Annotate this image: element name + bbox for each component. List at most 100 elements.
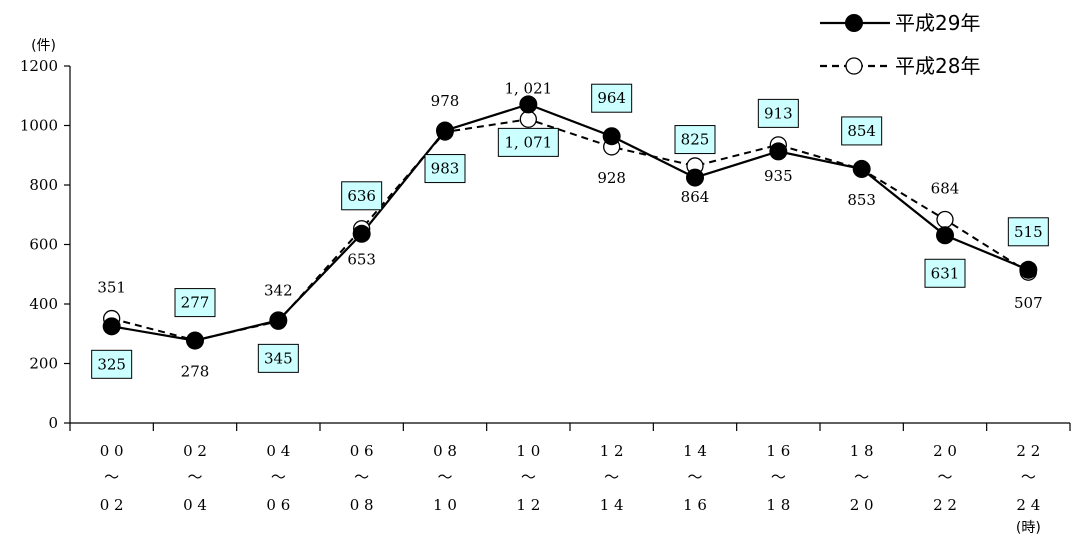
x-tick-label-start: 0 6 — [350, 442, 374, 460]
data-label-series-0: 983 — [424, 154, 466, 184]
y-axis-unit: (件) — [31, 38, 56, 54]
data-label-text: 964 — [597, 89, 626, 107]
data-label-series-0: 631 — [924, 258, 966, 288]
x-tick-label-separator: ～ — [771, 468, 786, 486]
x-tick-label-end: 0 8 — [350, 496, 374, 514]
x-tick-label-end: 2 0 — [850, 496, 874, 514]
x-tick-label-start: 2 2 — [1016, 442, 1040, 460]
x-tick-label-end: 1 6 — [683, 496, 707, 514]
point-series-0 — [352, 224, 371, 243]
data-label-box — [674, 125, 716, 155]
data-label-series-0: 345 — [257, 343, 299, 373]
x-tick-label-separator: ～ — [437, 468, 452, 486]
series-line-1 — [111, 118, 1029, 342]
x-tick-label-start: 1 8 — [850, 442, 874, 460]
data-label-text: 345 — [264, 349, 293, 367]
data-label-text: 277 — [181, 294, 210, 312]
data-label-text: 515 — [1014, 223, 1043, 241]
y-tick-label: 1000 — [20, 117, 58, 135]
point-series-0 — [519, 95, 538, 114]
data-label-box — [757, 98, 799, 128]
point-series-0 — [852, 159, 871, 178]
data-label-text: 325 — [97, 355, 126, 373]
point-series-0 — [102, 317, 121, 336]
point-series-0 — [1019, 260, 1038, 279]
x-tick-label-start: 1 4 — [683, 442, 707, 460]
data-label-series-0: 325 — [91, 349, 133, 379]
legend-marker-1 — [845, 57, 863, 75]
data-label-series-1: 1, 021 — [504, 79, 552, 97]
axes: 0 200 400 600 800 1000 1200 (件) — [20, 38, 1071, 432]
x-tick-label-separator: ～ — [354, 468, 369, 486]
x-tick-label-start: 0 4 — [266, 442, 290, 460]
data-label-series-0: 515 — [1007, 217, 1049, 247]
data-label-text: 1, 071 — [504, 133, 552, 151]
x-tick-label-end: 1 4 — [600, 496, 624, 514]
x-tick-label-separator: ～ — [604, 468, 619, 486]
x-tick-label-end: 1 8 — [766, 496, 790, 514]
y-tick-label: 400 — [29, 295, 58, 313]
series-lines — [111, 103, 1029, 342]
x-tick-label-start: 0 8 — [433, 442, 457, 460]
data-label-box — [841, 116, 883, 146]
y-tick-label: 200 — [29, 355, 58, 373]
data-label-series-0: 825 — [674, 125, 716, 155]
x-tick-label-separator: ～ — [187, 468, 202, 486]
data-label-series-1: 853 — [847, 191, 876, 209]
x-tick-label-start: 2 0 — [933, 442, 957, 460]
data-label-series-1: 928 — [597, 169, 626, 187]
data-label-series-1: 935 — [764, 167, 793, 185]
data-label-series-1: 684 — [931, 180, 960, 198]
data-label-box — [257, 343, 299, 373]
y-tick-label: 1200 — [20, 57, 58, 75]
x-axis-unit: (時) — [1016, 520, 1041, 536]
x-tick-label-start: 1 2 — [600, 442, 624, 460]
data-label-text: 636 — [347, 187, 376, 205]
x-tick-label-end: 0 2 — [100, 496, 124, 514]
point-series-0 — [936, 226, 954, 245]
data-label-series-0: 277 — [174, 288, 216, 318]
x-tick-label-end: 0 4 — [183, 496, 207, 514]
data-label-box — [91, 349, 133, 379]
data-label-series-1: 653 — [347, 251, 376, 269]
data-label-text: 913 — [764, 104, 793, 122]
point-series-0 — [602, 127, 621, 146]
series-markers — [102, 95, 1038, 350]
y-tick-label: 0 — [48, 414, 58, 432]
x-tick-label-start: 0 2 — [183, 442, 207, 460]
data-labels: 325 277 345 636 983 1, 071 964 825 913 854 631 515 3… — [91, 79, 1049, 380]
x-tick-label-separator: ～ — [521, 468, 536, 486]
data-label-series-1: 342 — [264, 281, 293, 299]
point-series-1 — [936, 210, 954, 229]
x-tick-label-end: 2 4 — [1016, 496, 1040, 514]
x-tick-label-end: 1 0 — [433, 496, 457, 514]
x-tick-label-separator: ～ — [937, 468, 952, 486]
point-series-0 — [436, 121, 454, 140]
y-tick-label: 800 — [29, 176, 58, 194]
data-label-text: 825 — [681, 131, 710, 149]
data-label-box — [591, 83, 633, 113]
legend-label-1: 平成28年 — [895, 54, 980, 78]
x-tick-label-start: 1 6 — [766, 442, 790, 460]
x-axis-category-labels: 0 0 ～ 0 2 0 2 ～ 0 4 0 4 ～ 0 6 0 6 ～ 0 8 0 8 ～ 1 0 1 0 ～ 1… — [100, 442, 1041, 536]
point-series-0 — [269, 311, 288, 330]
x-tick-label-end: 0 6 — [266, 496, 290, 514]
legend-label-0: 平成29年 — [895, 11, 980, 35]
point-series-0 — [769, 142, 788, 161]
data-label-series-1: 351 — [97, 279, 126, 297]
x-tick-label-separator: ～ — [1021, 468, 1036, 486]
data-label-box — [497, 127, 559, 157]
x-tick-label-separator: ～ — [687, 468, 702, 486]
data-label-text: 631 — [931, 264, 960, 282]
x-tick-label-separator: ～ — [854, 468, 869, 486]
data-label-text: 854 — [847, 122, 876, 140]
data-label-series-1: 278 — [181, 362, 210, 380]
data-label-text: 983 — [431, 160, 460, 178]
x-tick-label-separator: ～ — [104, 468, 119, 486]
data-label-box — [174, 288, 216, 318]
x-tick-label-start: 1 0 — [516, 442, 540, 460]
point-series-1 — [519, 110, 537, 128]
point-series-0 — [686, 168, 704, 187]
